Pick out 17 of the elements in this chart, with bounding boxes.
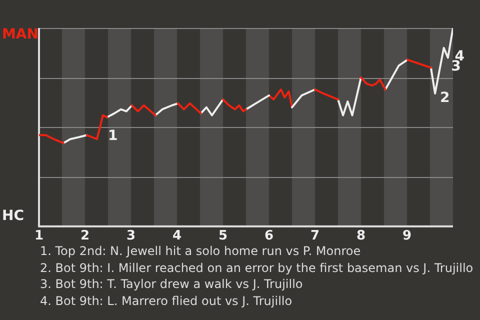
annotation: 2: [440, 90, 450, 106]
x-tick-label: 9: [402, 228, 412, 244]
x-tick-label: 7: [310, 228, 320, 244]
text: 2. Bot 9th: I. Miller reached on an error by the first baseman vs J. Trujillo: [40, 260, 474, 276]
x-tick-label: 8: [356, 228, 366, 244]
text: HC: [2, 208, 24, 224]
text: 3. Bot 9th: T. Taylor drew a walk vs J. Trujillo: [40, 276, 304, 292]
annotation: 1: [108, 128, 118, 144]
text: 1. Top 2nd: N. Jewell hit a solo home run vs P. Monroe: [40, 243, 362, 260]
text: MAN: [2, 26, 38, 43]
x-tick-label: 6: [264, 228, 274, 244]
x-tick-label: 1: [34, 228, 44, 244]
x-tick-label: 2: [80, 228, 90, 244]
text: 4. Bot 9th: L. Marrero flied out vs J. Trujillo: [40, 292, 294, 309]
x-tick-label: 3: [126, 228, 136, 244]
x-tick-label: 4: [172, 228, 182, 244]
x-tick-label: 5: [218, 228, 228, 244]
